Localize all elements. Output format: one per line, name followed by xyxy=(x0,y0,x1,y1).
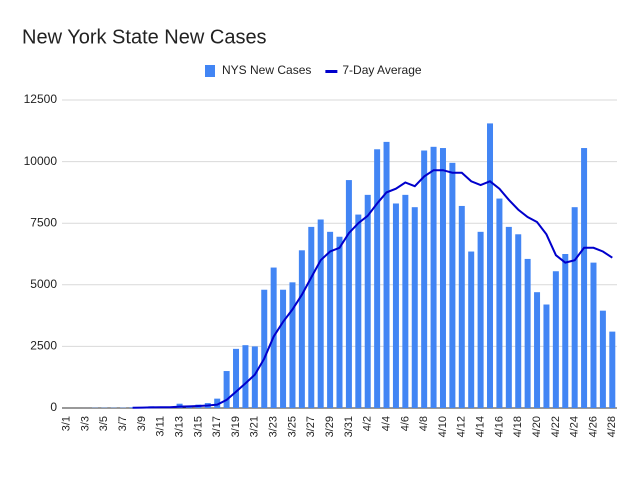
x-tick-label: 4/12 xyxy=(456,416,468,437)
x-tick-label: 3/1 xyxy=(61,416,73,431)
bar xyxy=(392,203,399,408)
bar xyxy=(298,250,305,408)
x-tick-label: 4/20 xyxy=(531,416,543,437)
x-tick-label: 4/2 xyxy=(362,416,374,431)
bar xyxy=(383,141,390,408)
bar xyxy=(129,407,136,408)
bar xyxy=(317,219,324,408)
bar xyxy=(449,162,456,408)
bar xyxy=(345,180,352,408)
bar xyxy=(242,345,249,408)
y-tick-label: 12500 xyxy=(24,92,58,106)
x-tick-label: 3/15 xyxy=(192,416,204,437)
bar xyxy=(280,289,287,408)
x-tick-label: 3/29 xyxy=(324,416,336,437)
bar xyxy=(524,258,531,408)
x-tick-label: 4/26 xyxy=(587,416,599,437)
bar xyxy=(477,231,484,408)
x-tick-label: 4/28 xyxy=(606,416,618,437)
y-tick-label: 2500 xyxy=(30,339,57,353)
bar xyxy=(543,304,550,408)
legend-label: NYS New Cases xyxy=(222,63,311,77)
bar xyxy=(581,148,588,408)
x-tick-label: 4/24 xyxy=(569,416,581,437)
bar xyxy=(327,231,334,408)
bar xyxy=(458,205,465,408)
line xyxy=(132,169,613,409)
bar xyxy=(552,271,559,408)
legend-label: 7-Day Average xyxy=(342,63,421,77)
x-tick-label: 3/25 xyxy=(286,416,298,437)
x-tick-label: 3/11 xyxy=(155,416,167,437)
x-tick-label: 3/31 xyxy=(343,416,355,437)
x-tick-label: 4/16 xyxy=(493,416,505,437)
bar xyxy=(308,226,315,408)
bar xyxy=(336,236,343,408)
bar xyxy=(468,251,475,408)
bar xyxy=(364,194,371,408)
bar xyxy=(609,331,616,408)
x-tick-label: 3/13 xyxy=(173,416,185,437)
y-tick-label: 7500 xyxy=(30,215,57,229)
bar xyxy=(402,194,409,408)
bar xyxy=(214,398,221,408)
x-tick-label: 4/10 xyxy=(437,416,449,437)
bar xyxy=(289,282,296,408)
legend-swatch xyxy=(325,70,338,73)
x-tick-label: 4/14 xyxy=(475,416,487,437)
x-tick-label: 3/19 xyxy=(230,416,242,437)
x-tick-label: 4/6 xyxy=(399,416,411,431)
x-tick-label: 3/21 xyxy=(249,416,261,437)
chart-title: New York State New Cases xyxy=(22,26,267,48)
bar xyxy=(223,371,230,408)
bar xyxy=(571,207,578,408)
x-tick-label: 4/18 xyxy=(512,416,524,437)
bar xyxy=(430,146,437,409)
bar xyxy=(421,150,428,408)
bar xyxy=(251,346,258,408)
bar xyxy=(487,123,494,409)
y-tick-label: 10000 xyxy=(24,154,58,168)
x-tick-label: 3/3 xyxy=(79,416,91,431)
y-tick-label: 5000 xyxy=(30,277,57,291)
x-tick-label: 4/22 xyxy=(550,416,562,437)
x-tick-label: 3/5 xyxy=(98,416,110,431)
legend-swatch xyxy=(205,65,215,77)
bar xyxy=(599,310,606,408)
bar xyxy=(496,198,503,408)
x-tick-label: 3/9 xyxy=(136,416,148,431)
x-tick-label: 3/17 xyxy=(211,416,223,437)
x-tick-label: 3/7 xyxy=(117,416,129,431)
bar xyxy=(515,234,522,408)
x-tick-label: 3/23 xyxy=(268,416,280,437)
bar xyxy=(562,254,569,408)
bar xyxy=(505,226,512,408)
bar xyxy=(233,348,240,408)
x-tick-label: 4/4 xyxy=(380,416,392,431)
bar xyxy=(355,214,362,408)
bar xyxy=(534,292,541,408)
x-tick-label: 3/27 xyxy=(305,416,317,437)
bar xyxy=(261,289,268,408)
x-tick-label: 4/8 xyxy=(418,416,430,431)
bar xyxy=(439,148,446,408)
bar xyxy=(374,149,381,408)
bar xyxy=(590,262,597,408)
bar xyxy=(411,207,418,408)
y-tick-label: 0 xyxy=(50,400,57,414)
